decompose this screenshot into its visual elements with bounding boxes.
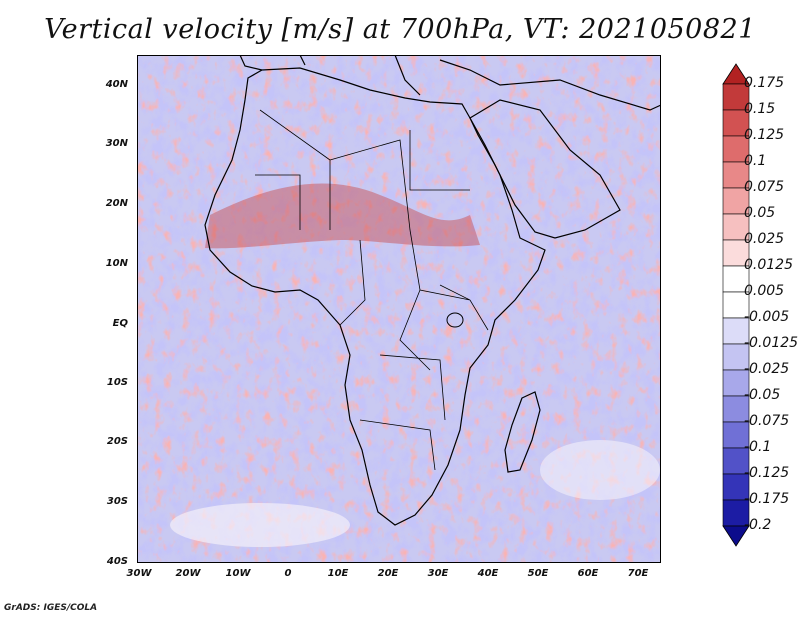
colorbar-label: -0.2 — [744, 517, 772, 533]
map-title: Vertical velocity [m/s] at 700hPa, VT: 2… — [44, 14, 756, 45]
colorbar-label: -0.125 — [744, 465, 790, 481]
xtick-70e: 70E — [627, 568, 649, 579]
colorbar-label: -0.0125 — [744, 335, 799, 351]
colorbar-segment — [722, 421, 750, 449]
colorbar-label: 0.15 — [744, 101, 776, 117]
africa-coastline — [204, 67, 546, 526]
arabian-peninsula — [469, 99, 621, 239]
colorbar-segment — [722, 343, 750, 371]
pale-area-east — [540, 440, 660, 500]
colorbar-label: 0.175 — [744, 75, 785, 91]
xtick-30e: 30E — [427, 568, 449, 579]
ytick-10n: 10N — [105, 258, 128, 269]
colorbar-label: -0.175 — [744, 491, 790, 507]
colorbar-label: -0.05 — [744, 387, 781, 403]
colorbar-segment — [722, 213, 750, 241]
ytick-40s: 40S — [106, 556, 128, 567]
colorbar-label: 0.025 — [744, 231, 785, 247]
colorbar-segment — [722, 161, 750, 189]
colorbar-segment — [722, 109, 750, 137]
xtick-10e: 10E — [327, 568, 349, 579]
xtick-20w: 20W — [175, 568, 201, 579]
colorbar-label: 0.1 — [744, 153, 767, 169]
ytick-40n: 40N — [105, 79, 128, 90]
xtick-60e: 60E — [577, 568, 599, 579]
xtick-0: 0 — [284, 568, 292, 579]
pale-area-south — [170, 503, 350, 547]
colorbar-bottom-arrow — [722, 525, 750, 547]
colorbar-segment — [722, 135, 750, 163]
colorbar-label: 0.05 — [744, 205, 776, 221]
map-frame — [137, 55, 661, 563]
xtick-30w: 30W — [126, 568, 152, 579]
credit-text: GrADS: IGES/COLA — [4, 603, 98, 613]
colorbar-label: 0.075 — [744, 179, 785, 195]
colorbar-segment — [722, 291, 750, 319]
colorbar-label: 0.005 — [744, 283, 785, 299]
colorbar-segment — [722, 187, 750, 215]
ytick-eq: EQ — [112, 318, 128, 329]
colorbar-segment — [722, 239, 750, 267]
colorbar — [722, 63, 750, 547]
colorbar-label: -0.025 — [744, 361, 790, 377]
ytick-20s: 20S — [106, 436, 128, 447]
xtick-50e: 50E — [527, 568, 549, 579]
ytick-30s: 30S — [106, 496, 128, 507]
europe-coast — [239, 55, 661, 111]
ytick-30n: 30N — [105, 138, 128, 149]
colorbar-segment — [722, 499, 750, 527]
colorbar-segment — [722, 369, 750, 397]
colorbar-segment — [722, 83, 750, 111]
colorbar-label: -0.005 — [744, 309, 790, 325]
colorbar-segment — [722, 317, 750, 345]
colorbar-label: 0.0125 — [744, 257, 793, 273]
lake-victoria — [446, 312, 464, 328]
xtick-40e: 40E — [477, 568, 499, 579]
sahel-band — [205, 183, 480, 249]
colorbar-label: -0.1 — [744, 439, 772, 455]
ytick-20n: 20N — [105, 198, 128, 209]
colorbar-label: 0.125 — [744, 127, 785, 143]
madagascar — [504, 391, 541, 473]
xtick-10w: 10W — [225, 568, 251, 579]
ytick-10s: 10S — [106, 377, 128, 388]
colorbar-label: -0.075 — [744, 413, 790, 429]
colorbar-segment — [722, 395, 750, 423]
country-borders — [255, 109, 489, 471]
colorbar-segment — [722, 447, 750, 475]
xtick-20e: 20E — [377, 568, 399, 579]
